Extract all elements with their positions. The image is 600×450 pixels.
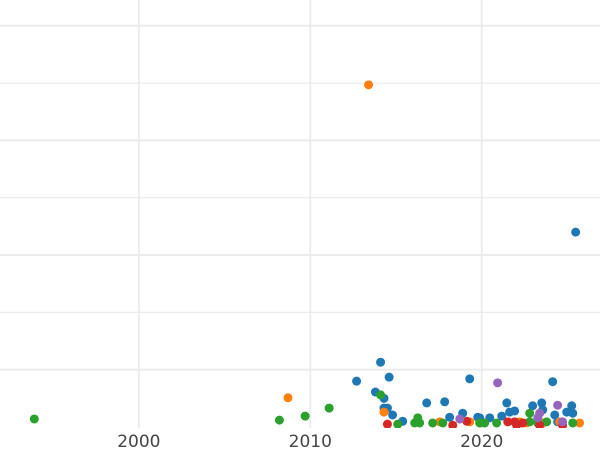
data-point	[568, 418, 578, 428]
data-point	[571, 227, 581, 237]
data-point	[492, 418, 502, 428]
data-point	[503, 417, 513, 427]
data-point	[29, 414, 39, 424]
data-point	[502, 398, 512, 408]
data-point	[445, 412, 455, 422]
data-point	[376, 357, 386, 367]
data-point	[568, 408, 578, 418]
data-point	[548, 377, 558, 387]
data-point	[575, 418, 585, 428]
data-point	[324, 403, 334, 413]
data-point	[558, 417, 568, 427]
data-point	[525, 408, 535, 418]
data-point	[364, 80, 374, 90]
data-point	[512, 420, 522, 428]
data-points	[29, 80, 585, 428]
data-point	[528, 401, 538, 411]
data-point	[422, 398, 432, 408]
data-point	[550, 410, 560, 420]
data-point	[510, 406, 520, 416]
data-point	[455, 414, 465, 424]
data-point	[493, 378, 503, 388]
data-point	[533, 413, 543, 423]
x-tick-label: 2010	[289, 432, 332, 450]
data-point	[438, 418, 448, 428]
plot-background	[0, 0, 600, 428]
data-point	[497, 411, 507, 421]
x-tick-label: 2020	[460, 432, 503, 450]
data-point	[379, 407, 389, 417]
data-point	[535, 420, 545, 428]
x-axis-tick-labels: 2000 2010 2020	[117, 432, 503, 450]
data-point	[283, 393, 293, 403]
data-point	[428, 418, 438, 428]
data-point	[393, 419, 403, 428]
x-tick-label: 2000	[117, 432, 160, 450]
data-point	[462, 416, 472, 426]
data-point	[352, 376, 362, 386]
data-point	[567, 401, 577, 411]
data-point	[415, 418, 425, 428]
data-point	[440, 397, 450, 407]
data-point	[376, 390, 386, 400]
data-point	[480, 418, 490, 428]
data-point	[537, 398, 547, 408]
data-point	[525, 417, 535, 427]
data-point	[274, 415, 284, 425]
data-point	[300, 411, 310, 421]
data-point	[465, 374, 475, 384]
data-point	[553, 400, 563, 410]
data-point	[448, 420, 458, 428]
data-point	[384, 372, 394, 382]
data-point	[542, 417, 552, 427]
gridlines	[0, 0, 600, 428]
data-point	[388, 410, 398, 420]
data-point	[382, 419, 392, 428]
